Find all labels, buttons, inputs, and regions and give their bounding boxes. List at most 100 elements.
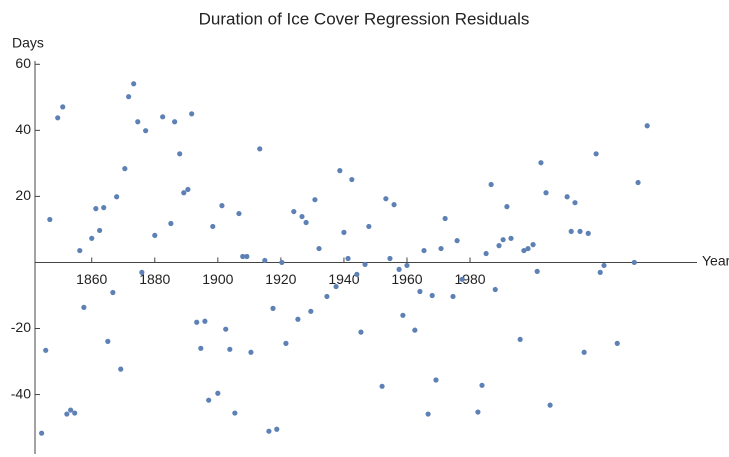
point [349, 176, 355, 183]
point [324, 293, 330, 300]
point [496, 243, 502, 249]
point [396, 266, 402, 272]
point [262, 257, 268, 264]
point [303, 219, 309, 226]
point [425, 411, 431, 417]
point [72, 410, 78, 416]
point [450, 293, 456, 300]
point [299, 213, 305, 220]
chart-title: Duration of Ice Cover Regression Residua… [199, 9, 530, 28]
point [492, 286, 498, 293]
point [194, 319, 200, 325]
point [488, 181, 494, 188]
point [114, 194, 120, 200]
point [206, 397, 212, 403]
point [383, 196, 389, 202]
point [135, 119, 141, 125]
point [597, 269, 603, 275]
point [143, 128, 149, 134]
point [266, 428, 272, 434]
point [279, 259, 285, 266]
point [270, 305, 276, 311]
y-tick-label: 40 [15, 121, 31, 137]
x-axis-label: Year [702, 253, 729, 269]
x-tick-label: 1940 [328, 271, 359, 287]
point [585, 230, 591, 236]
y-tick-label: -40 [11, 385, 31, 401]
point [312, 197, 318, 203]
point [77, 247, 83, 254]
point [581, 349, 587, 355]
point [538, 160, 544, 166]
point [366, 223, 372, 230]
point [47, 216, 53, 223]
point [240, 253, 246, 260]
point [110, 289, 116, 296]
point [341, 229, 347, 236]
y-tick-label: 20 [15, 187, 31, 203]
point [122, 166, 128, 172]
point [227, 346, 233, 352]
point [391, 202, 397, 208]
y-tick-label: 60 [15, 55, 31, 71]
point [358, 329, 364, 335]
point [232, 410, 238, 416]
point [160, 114, 166, 120]
y-axis-label: Days [12, 35, 44, 51]
x-tick-label: 1900 [202, 271, 233, 287]
point [202, 318, 208, 324]
point [577, 228, 583, 235]
point [93, 206, 99, 212]
x-tick-label: 1980 [454, 271, 485, 287]
point [644, 123, 650, 129]
point [379, 383, 385, 389]
point [291, 208, 297, 215]
point [631, 259, 637, 266]
y-tick-label: -20 [11, 319, 31, 335]
x-tick-label: 1960 [391, 271, 422, 287]
point [459, 276, 465, 282]
point [387, 255, 393, 262]
point [68, 407, 74, 413]
point [126, 94, 132, 100]
point [55, 115, 61, 121]
point [362, 261, 368, 268]
point [64, 411, 70, 417]
point [504, 204, 510, 210]
point [219, 203, 225, 209]
point [517, 336, 523, 343]
point [316, 245, 322, 252]
point [508, 235, 514, 241]
point [593, 151, 599, 157]
point [475, 409, 481, 415]
point [479, 382, 485, 388]
point [236, 210, 242, 217]
point [248, 349, 254, 355]
point [139, 269, 145, 275]
point [283, 340, 289, 346]
point [189, 111, 195, 117]
point [530, 242, 536, 248]
point [543, 190, 549, 196]
point [483, 250, 489, 257]
point [345, 255, 351, 262]
point [438, 245, 444, 252]
point [39, 430, 45, 436]
point [614, 340, 620, 346]
point [572, 200, 578, 206]
point [404, 262, 410, 269]
point [198, 345, 204, 351]
point [105, 338, 111, 344]
point [534, 268, 540, 274]
point [421, 247, 427, 254]
point [97, 227, 103, 234]
point [308, 308, 314, 314]
point [429, 292, 435, 299]
point [101, 205, 107, 211]
point [185, 186, 191, 193]
point [168, 220, 174, 227]
point [547, 402, 553, 408]
point [244, 253, 250, 260]
x-tick-label: 1880 [139, 271, 170, 287]
x-tick-label: 1860 [76, 271, 107, 287]
